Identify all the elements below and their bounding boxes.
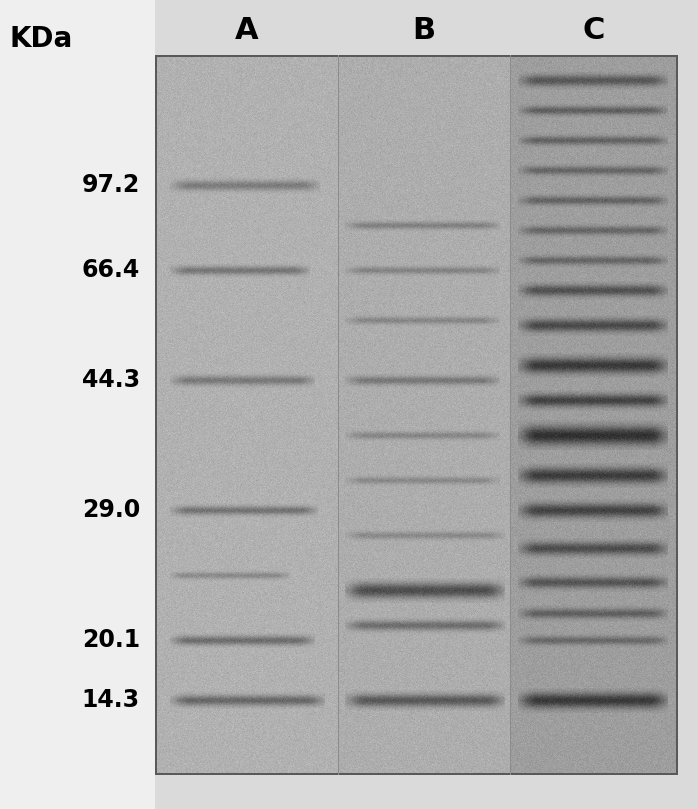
Text: 66.4: 66.4 [82,258,140,282]
Text: 14.3: 14.3 [82,688,140,712]
Text: 97.2: 97.2 [82,173,140,197]
Text: 20.1: 20.1 [82,628,140,652]
Text: C: C [583,15,605,44]
Text: 44.3: 44.3 [82,368,140,392]
Text: B: B [413,15,436,44]
Text: 29.0: 29.0 [82,498,140,522]
Text: A: A [235,15,259,44]
Text: KDa: KDa [10,25,73,53]
